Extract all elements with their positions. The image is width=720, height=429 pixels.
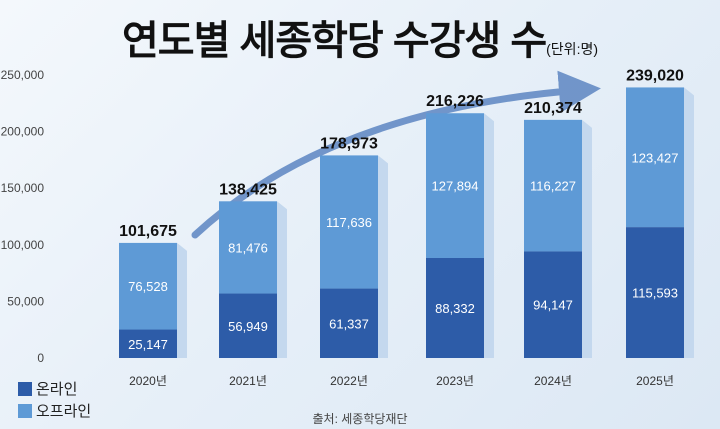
y-tick-label: 100,000 (1, 238, 45, 252)
data-label-total: 101,675 (119, 223, 177, 240)
bar-offline (320, 155, 378, 289)
chart-title: 연도별 세종학당 수강생 수(단위:명) (0, 8, 720, 66)
bar-offline (626, 87, 684, 228)
title-text: 연도별 세종학당 수강생 수 (122, 19, 547, 63)
y-tick-label: 50,000 (7, 294, 44, 308)
y-tick-label: 250,000 (1, 68, 45, 82)
x-tick-label: 2025년 (636, 374, 674, 388)
data-label-total: 138,425 (219, 181, 277, 198)
legend-item-online: 온라인 (18, 378, 77, 399)
legend-swatch-online (18, 381, 32, 396)
x-tick-label: 2020년 (129, 374, 167, 388)
y-tick-label: 200,000 (1, 125, 45, 139)
unit-label: (단위:명) (546, 41, 598, 57)
bar-side (177, 242, 187, 358)
data-label-total: 178,973 (320, 135, 378, 152)
bar-side (378, 155, 388, 358)
data-label-online: 56,949 (228, 319, 268, 334)
data-label-online: 25,147 (128, 337, 168, 352)
x-tick-label: 2023년 (436, 374, 474, 388)
data-label-offline: 117,636 (326, 215, 372, 230)
data-label-total: 216,226 (426, 93, 484, 110)
data-label-offline: 81,476 (228, 240, 268, 255)
x-tick-label: 2024년 (534, 374, 572, 388)
bar-side (684, 87, 694, 359)
legend-swatch-offline (18, 403, 32, 418)
legend-label-offline: 오프라인 (36, 403, 92, 420)
y-tick-label: 150,000 (1, 181, 45, 195)
data-label-offline: 116,227 (530, 179, 576, 194)
legend-item-offline: 오프라인 (18, 400, 91, 421)
bar-online (426, 258, 484, 358)
data-label-offline: 76,528 (128, 279, 168, 294)
source-note: 출처: 세종학당재단 (312, 412, 408, 426)
bar-side (582, 119, 592, 358)
data-label-online: 61,337 (329, 316, 369, 331)
bar-offline (119, 242, 177, 330)
bar-online (320, 288, 378, 358)
bar-side (484, 113, 494, 358)
x-tick-label: 2021년 (229, 374, 267, 388)
bar-online (524, 251, 582, 358)
bar-offline (426, 113, 484, 259)
data-label-offline: 123,427 (632, 150, 679, 165)
y-tick-label: 0 (37, 351, 44, 365)
data-label-total: 210,374 (524, 100, 582, 117)
bar-online (626, 227, 684, 358)
bar-side (277, 201, 287, 358)
data-label-online: 94,147 (533, 298, 573, 313)
bar-online (119, 329, 177, 358)
data-label-online: 115,593 (632, 286, 678, 301)
data-label-total: 239,020 (626, 67, 684, 84)
bar-offline (524, 119, 582, 252)
data-label-online: 88,332 (435, 301, 475, 316)
data-label-offline: 127,894 (432, 179, 479, 194)
bar-offline (219, 201, 277, 294)
bar-online (219, 293, 277, 358)
legend-label-online: 온라인 (36, 381, 78, 398)
x-tick-label: 2022년 (330, 374, 368, 388)
